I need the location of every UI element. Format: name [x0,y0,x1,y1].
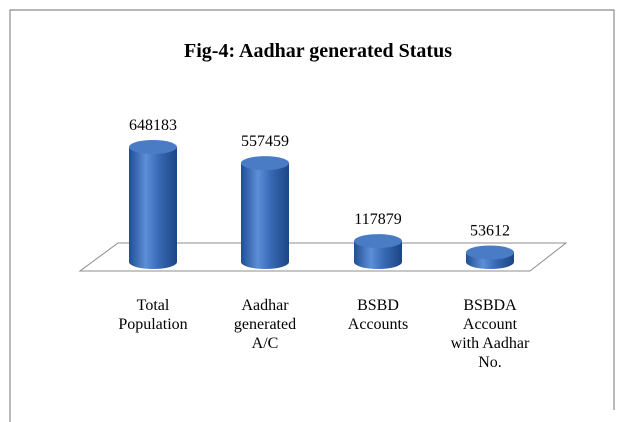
data-label: 117879 [354,211,401,228]
frame [9,9,615,422]
x-tick-label: BSBDA Account with Aadhar No. [450,297,530,371]
floor [78,242,568,272]
bar-body [241,163,289,269]
bar-top [129,140,177,154]
bar [129,140,177,269]
bar-body [354,241,402,269]
x-tick-label: Total Population [118,297,188,333]
x-tick-label: Aadhar generated A/C [233,297,297,352]
bar [354,234,402,269]
bar-top [466,245,514,260]
chart-title: Fig-4: Aadhar generated Status [184,40,452,62]
x-tick-label: BSBD Accounts [347,297,409,333]
data-label: 53612 [470,222,510,239]
bar [466,245,514,269]
bar-top [241,156,289,171]
data-label: 648183 [129,117,177,134]
bar-top [354,234,402,249]
data-label: 557459 [241,133,289,150]
bar [241,156,289,269]
bar-body [129,147,177,269]
